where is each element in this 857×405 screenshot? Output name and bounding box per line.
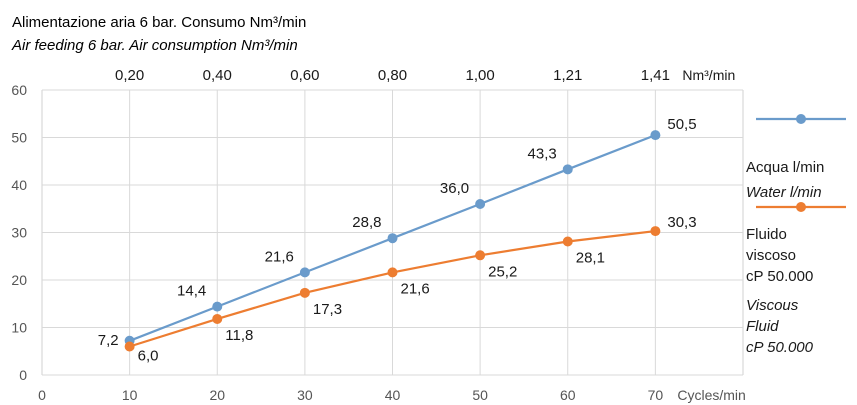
- top-axis-tick-label: 1,00: [466, 67, 495, 84]
- data-point: [387, 233, 398, 244]
- top-axis-tick-label: 0,40: [203, 67, 232, 84]
- legend-marker-1: [796, 202, 806, 212]
- legend-marker-0: [796, 114, 806, 124]
- y-tick-label: 40: [11, 177, 27, 193]
- data-label: 43,3: [528, 145, 557, 162]
- data-point: [387, 267, 398, 278]
- x-tick-label: 0: [38, 387, 46, 403]
- data-point: [562, 164, 573, 175]
- legend-label: Acqua l/min: [746, 159, 824, 176]
- x-tick-label: 50: [472, 387, 488, 403]
- y-tick-label: 50: [11, 130, 27, 146]
- top-axis-unit: Nm³/min: [682, 67, 735, 83]
- data-label: 50,5: [667, 116, 696, 133]
- legend-label-italic: Viscous: [746, 297, 799, 314]
- data-point: [475, 199, 486, 209]
- data-label: 17,3: [313, 301, 342, 318]
- x-tick-label: 70: [648, 387, 664, 403]
- data-label: 28,8: [352, 214, 381, 231]
- top-axis-tick-label: 1,21: [553, 67, 582, 84]
- gridlines: [41, 89, 744, 376]
- data-label: 6,0: [138, 348, 159, 365]
- y-tick-label: 30: [11, 225, 27, 241]
- data-label: 28,1: [576, 250, 605, 267]
- data-point: [562, 236, 573, 247]
- data-label: 30,3: [667, 214, 696, 231]
- top-axis-tick-label: 0,80: [378, 67, 407, 84]
- legend-label: cP 50.000: [746, 268, 813, 285]
- x-axis-label: Cycles/min: [677, 387, 745, 403]
- top-axis-tick-label: 1,41: [641, 67, 670, 84]
- y-tick-label: 20: [11, 272, 27, 288]
- legend-label-italic: Fluid: [746, 318, 779, 335]
- x-tick-label: 20: [209, 387, 225, 403]
- data-point: [124, 341, 135, 352]
- x-tick-label: 60: [560, 387, 576, 403]
- data-point: [212, 301, 223, 312]
- top-axis-tick-label: 0,20: [115, 67, 144, 84]
- data-point: [299, 267, 310, 278]
- data-label: 25,2: [488, 263, 517, 280]
- legend-label: viscoso: [746, 247, 796, 264]
- y-tick-label: 60: [11, 82, 27, 98]
- data-label: 21,6: [401, 280, 430, 297]
- data-label: 21,6: [265, 248, 294, 265]
- data-label: 14,4: [177, 283, 206, 300]
- legend-label-italic: cP 50.000: [746, 339, 814, 356]
- top-axis-tick-label: 0,60: [290, 67, 319, 84]
- x-tick-label: 40: [385, 387, 401, 403]
- data-labels: 7,2 14,4 21,6 28,8 36,0 43,3 50,5 6,0 11,8 17,3 21…: [98, 116, 697, 364]
- x-tick-label: 30: [297, 387, 313, 403]
- legend-label: Fluido: [746, 226, 787, 243]
- data-point: [650, 130, 661, 141]
- plot-area: [124, 130, 661, 352]
- axes: 0 10 20 30 40 50 60 0 10 20 30 40 50 60 70 Cycles/min 0,…: [11, 67, 745, 403]
- data-point: [299, 287, 310, 298]
- y-tick-label: 10: [11, 320, 27, 336]
- data-point: [475, 250, 486, 261]
- data-point: [212, 313, 223, 324]
- legend: Acqua l/min Water l/min Fluido viscoso cP 50…: [746, 114, 846, 356]
- x-tick-label: 10: [122, 387, 138, 403]
- y-tick-label: 0: [19, 367, 27, 383]
- data-label: 36,0: [440, 180, 469, 197]
- chart-subtitle: Air feeding 6 bar. Air consumption Nm³/m…: [11, 37, 298, 54]
- data-point: [650, 226, 661, 237]
- legend-label-italic: Water l/min: [746, 184, 822, 201]
- data-label: 11,8: [225, 327, 253, 344]
- data-label: 7,2: [98, 332, 119, 349]
- chart-title: Alimentazione aria 6 bar. Consumo Nm³/mi…: [12, 14, 306, 31]
